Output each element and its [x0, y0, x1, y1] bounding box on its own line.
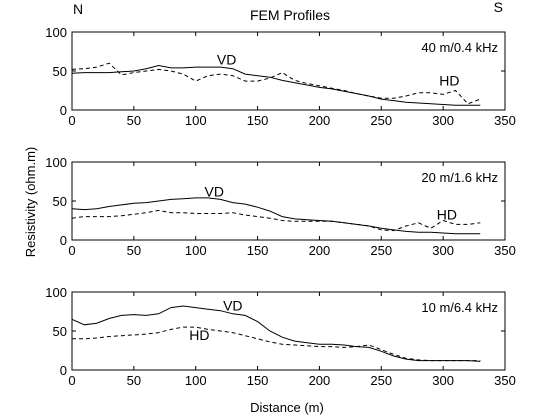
y-tick-label: 50 [53, 64, 67, 79]
x-tick-label: 200 [309, 243, 331, 258]
x-tick-label: 50 [127, 243, 141, 258]
y-tick-label: 0 [60, 103, 67, 118]
subplot-2: 0 50 100 150 200 250 300 350 0 50 100 VD HD 20 m/1.6 … [45, 155, 516, 258]
series-label-hd: HD [189, 327, 209, 343]
x-tick-label: 150 [247, 373, 269, 388]
series-line-vd [71, 305, 481, 362]
series-label-hd: HD [439, 72, 459, 88]
x-tick-label: 50 [127, 373, 141, 388]
y-tick-label: 0 [60, 363, 67, 378]
x-tick-label: 200 [309, 113, 331, 128]
x-tick-label: 0 [68, 243, 75, 258]
x-tick-label: 0 [68, 113, 75, 128]
y-tick-label: 100 [45, 25, 67, 40]
plot-area-frame [71, 291, 506, 371]
x-tick-label: 250 [370, 113, 392, 128]
corner-label-north: N [73, 1, 83, 17]
subplot-annotation: 40 m/0.4 kHz [421, 40, 498, 55]
x-tick-label: 300 [432, 243, 454, 258]
x-tick-label: 250 [370, 373, 392, 388]
series-line-hd [71, 62, 481, 105]
x-axis-label: Distance (m) [250, 400, 324, 415]
series-label-vd: VD [217, 51, 236, 67]
x-tick-label: 200 [309, 373, 331, 388]
corner-label-south: S [494, 0, 503, 15]
series-label-hd: HD [437, 206, 457, 222]
x-tick-label: 250 [370, 243, 392, 258]
x-tick-label: 100 [185, 113, 207, 128]
x-tick-label: 150 [247, 243, 269, 258]
subplot-1: 0 50 100 150 200 250 300 350 0 50 100 VD HD 40 m/0.4 … [45, 25, 516, 128]
x-tick-label: 50 [127, 113, 141, 128]
series-label-vd: VD [205, 184, 224, 200]
series-line-hd [72, 326, 481, 362]
y-tick-label: 50 [53, 324, 67, 339]
subplot-annotation: 20 m/1.6 kHz [421, 170, 498, 185]
x-tick-label: 150 [247, 113, 269, 128]
x-tick-label: 300 [432, 113, 454, 128]
x-tick-label: 100 [185, 373, 207, 388]
x-tick-label: 350 [494, 243, 516, 258]
y-tick-label: 50 [53, 194, 67, 209]
subplot-annotation: 10 m/6.4 kHz [421, 300, 498, 315]
y-tick-label: 100 [45, 285, 67, 300]
subplot-3: 0 50 100 150 200 250 300 350 0 50 100 VD HD 10 m/6.4 … [45, 285, 516, 388]
y-tick-label: 0 [60, 233, 67, 248]
figure-title: FEM Profiles [250, 7, 330, 23]
y-tick-label: 100 [45, 155, 67, 170]
x-tick-label: 350 [494, 113, 516, 128]
series-label-vd: VD [223, 297, 242, 313]
subplot-group: 0 50 100 150 200 250 300 350 0 50 100 VD HD 40 m/0.4 … [45, 25, 516, 388]
x-tick-label: 100 [185, 243, 207, 258]
series-line-vd [71, 64, 481, 106]
x-tick-label: 300 [432, 373, 454, 388]
x-tick-label: 350 [494, 373, 516, 388]
y-axis-label: Resistivity (ohm.m) [23, 147, 38, 258]
series-line-hd [71, 209, 481, 232]
series-line-vd [71, 197, 481, 235]
x-tick-label: 0 [68, 373, 75, 388]
